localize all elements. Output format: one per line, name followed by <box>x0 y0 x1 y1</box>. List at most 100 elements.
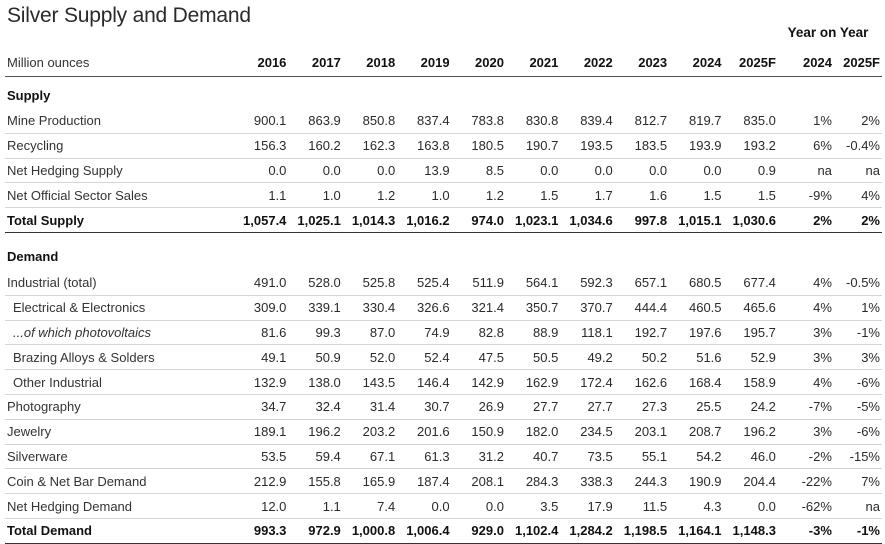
total-value-cell: 974.0 <box>451 207 506 233</box>
value-cell: 67.1 <box>342 444 398 470</box>
pct-cell: -9% <box>785 182 834 209</box>
value-cell: 677.4 <box>723 270 778 296</box>
value-cell: 592.3 <box>560 270 615 296</box>
value-cell: 1.1 <box>288 493 343 519</box>
value-cell: 1.5 <box>669 182 724 209</box>
pct-column-header: 2024 <box>785 48 834 77</box>
value-cell: 146.4 <box>397 369 452 395</box>
value-cell: 192.7 <box>614 320 670 346</box>
value-cell: 34.7 <box>234 394 289 420</box>
spacer-cell <box>777 468 786 495</box>
value-cell: 350.7 <box>505 295 561 321</box>
table-row: Brazing Alloys & Solders 49.1 50.9 52.0 52.4… <box>5 344 882 371</box>
value-cell: 50.9 <box>288 344 343 371</box>
value-cell: 321.4 <box>451 295 506 321</box>
value-cell: 1.5 <box>723 182 778 209</box>
column-header: 2025F <box>723 48 778 77</box>
value-cell: 54.2 <box>669 444 724 470</box>
pct-cell: 4% <box>785 369 834 395</box>
pct-cell: -22% <box>785 468 834 495</box>
value-cell: 163.8 <box>397 133 452 159</box>
value-cell: 81.6 <box>234 320 289 346</box>
row-label: Mine Production <box>5 109 235 134</box>
pct-cell: -7% <box>785 394 834 420</box>
value-cell: 812.7 <box>614 109 670 134</box>
value-cell: 27.7 <box>560 394 615 420</box>
spacer-cell <box>777 133 786 159</box>
section-heading: Demand <box>7 249 59 265</box>
row-label: Brazing Alloys & Solders <box>5 344 235 371</box>
total-pct-cell: -1% <box>833 517 882 544</box>
spacer-cell <box>777 517 786 544</box>
row-label: Photography <box>5 394 235 420</box>
pct-cell: 4% <box>785 270 834 296</box>
table-row: Net Hedging Demand 12.0 1.1 7.4 0.0 0.0 3.5 17.… <box>5 493 882 519</box>
row-label: ...of which photovoltaics <box>5 320 235 346</box>
total-value-cell: 929.0 <box>451 517 506 544</box>
value-cell: 1.0 <box>288 182 343 209</box>
value-cell: 203.2 <box>342 419 398 445</box>
table-row: Mine Production 900.1 863.9 850.8 837.4 783.8… <box>5 109 882 134</box>
value-cell: 59.4 <box>288 444 343 470</box>
column-header: 2018 <box>342 48 398 77</box>
value-cell: 162.3 <box>342 133 398 159</box>
value-cell: 1.2 <box>451 182 506 209</box>
value-cell: 46.0 <box>723 444 778 470</box>
pct-cell: na <box>833 158 882 184</box>
value-cell: 25.5 <box>669 394 724 420</box>
value-cell: 132.9 <box>234 369 289 395</box>
value-cell: 118.1 <box>560 320 615 346</box>
value-cell: 900.1 <box>234 109 289 134</box>
value-cell: 160.2 <box>288 133 343 159</box>
pct-cell: -6% <box>833 369 882 395</box>
value-cell: 49.1 <box>234 344 289 371</box>
value-cell: 0.0 <box>234 158 289 184</box>
table-row: Jewelry 189.1 196.2 203.2 201.6 150.9 182.0 234… <box>5 419 882 445</box>
value-cell: 203.1 <box>614 419 670 445</box>
value-cell: 0.0 <box>505 158 561 184</box>
demand-total-row: Total Demand 993.3 972.9 1,000.8 1,006.4 929.… <box>5 517 882 544</box>
value-cell: 0.0 <box>614 158 670 184</box>
value-cell: 657.1 <box>614 270 670 296</box>
pct-cell: -15% <box>833 444 882 470</box>
value-cell: 172.4 <box>560 369 615 395</box>
value-cell: 196.2 <box>288 419 343 445</box>
value-cell: 52.9 <box>723 344 778 371</box>
spacer-cell <box>777 419 786 445</box>
value-cell: 156.3 <box>234 133 289 159</box>
supply-section-heading: Supply <box>5 77 882 110</box>
value-cell: 465.6 <box>723 295 778 321</box>
pct-cell: 4% <box>785 295 834 321</box>
total-pct-cell: 2% <box>833 207 882 233</box>
total-value-cell: 1,148.3 <box>723 517 778 544</box>
row-label: Net Hedging Demand <box>5 493 235 519</box>
value-cell: 162.6 <box>614 369 670 395</box>
supply-demand-table: Million ounces 2016 2017 2018 2019 2020 … <box>5 48 882 544</box>
value-cell: 162.9 <box>505 369 561 395</box>
value-cell: 32.4 <box>288 394 343 420</box>
value-cell: 1.5 <box>505 182 561 209</box>
total-value-cell: 1,025.1 <box>288 207 343 233</box>
value-cell: 0.0 <box>451 493 506 519</box>
value-cell: 193.5 <box>560 133 615 159</box>
value-cell: 11.5 <box>614 493 670 519</box>
value-cell: 87.0 <box>342 320 398 346</box>
value-cell: 193.2 <box>723 133 778 159</box>
column-header: 2023 <box>614 48 670 77</box>
row-label: Net Official Sector Sales <box>5 182 235 209</box>
supply-total-row: Total Supply 1,057.4 1,025.1 1,014.3 1,016.2… <box>5 207 882 233</box>
total-value-cell: 1,014.3 <box>342 207 398 233</box>
value-cell: 244.3 <box>614 468 670 495</box>
value-cell: 680.5 <box>669 270 724 296</box>
total-value-cell: 1,102.4 <box>505 517 561 544</box>
value-cell: 0.9 <box>723 158 778 184</box>
value-cell: 330.4 <box>342 295 398 321</box>
pct-cell: 1% <box>833 295 882 321</box>
value-cell: 17.9 <box>560 493 615 519</box>
value-cell: 31.2 <box>451 444 506 470</box>
column-header: 2019 <box>397 48 452 77</box>
value-cell: 52.4 <box>397 344 452 371</box>
value-cell: 142.9 <box>451 369 506 395</box>
value-cell: 830.8 <box>505 109 561 134</box>
pct-cell: -0.5% <box>833 270 882 296</box>
